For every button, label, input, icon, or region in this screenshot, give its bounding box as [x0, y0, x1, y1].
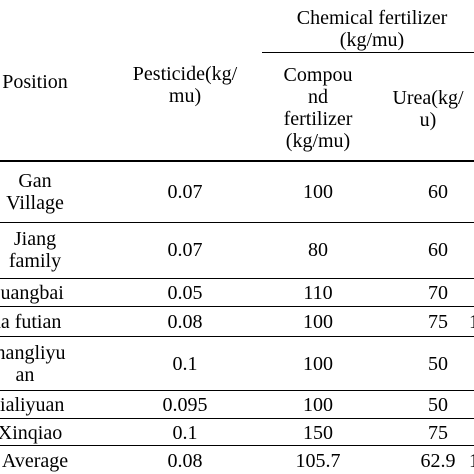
row-7-urea: 75: [396, 420, 474, 445]
row-8-urea: 62.9: [396, 448, 474, 474]
row-5-urea-value: 50: [428, 353, 448, 375]
header-position-label: Position: [2, 71, 68, 93]
row-7-pesticide: 0.1: [110, 420, 260, 445]
row-4-compound: 100: [262, 308, 374, 336]
row-2-urea: 60: [396, 224, 474, 276]
row-8-position: Average: [0, 448, 80, 474]
rule-header-bottom: [0, 160, 474, 162]
header-compound-line-3: fertilizer: [283, 108, 353, 130]
rule-under-chemical: [262, 52, 474, 53]
row-6-compound: 100: [262, 392, 374, 418]
header-urea-line-2: u): [419, 109, 437, 131]
row-3-position: Guangbai: [0, 280, 80, 306]
row-4-extra: 1: [462, 308, 474, 336]
row-3-pesticide: 0.05: [110, 280, 260, 306]
header-pesticide: Pesticide(kg/ mu): [110, 60, 260, 110]
row-5-compound-value: 100: [303, 353, 333, 375]
row-4-urea-value: 75: [428, 311, 448, 333]
row-1-urea-value: 60: [428, 181, 448, 203]
row-2-position-line-2: family: [8, 250, 62, 272]
header-compound-fertilizer: Compou nd fertilizer (kg/mu): [262, 58, 374, 158]
row-2-pesticide: 0.07: [110, 224, 260, 276]
rule-row-7: [0, 445, 474, 446]
row-1-urea: 60: [396, 164, 474, 220]
row-1-pesticide-value: 0.07: [167, 181, 203, 203]
row-5-position: Shangliyu an: [0, 338, 80, 390]
row-8-extra: 1: [462, 448, 474, 474]
row-2-position: Jiang family: [0, 224, 80, 276]
row-2-compound: 80: [262, 224, 374, 276]
row-8-extra-value: 1: [469, 450, 474, 472]
row-1-compound: 100: [262, 164, 374, 220]
row-7-urea-value: 75: [428, 421, 448, 444]
row-4-extra-value: 1: [469, 311, 474, 333]
row-4-compound-value: 100: [303, 311, 333, 333]
header-urea-line-1: Urea(kg/: [392, 87, 464, 109]
header-pesticide-line-1: Pesticide(kg/: [132, 63, 238, 85]
rule-row-2: [0, 278, 474, 279]
row-5-compound: 100: [262, 338, 374, 390]
row-1-compound-value: 100: [303, 181, 333, 203]
row-8-compound: 105.7: [262, 448, 374, 474]
row-7-position: Xinqiao: [0, 420, 80, 445]
row-6-pesticide: 0.095: [110, 392, 260, 418]
rule-row-1: [0, 222, 474, 223]
row-5-position-line-2: an: [15, 364, 35, 386]
row-2-position-line-1: Jiang: [13, 228, 57, 250]
row-1-position: Gan Village: [0, 164, 80, 220]
row-7-compound: 150: [262, 420, 374, 445]
rule-row-6: [0, 418, 474, 419]
row-4-position: Zha futian: [0, 308, 80, 336]
rule-row-3: [0, 306, 474, 307]
row-6-urea-value: 50: [428, 394, 448, 416]
row-8-position-line-1: Average: [1, 450, 69, 472]
row-7-pesticide-value: 0.1: [172, 421, 198, 444]
row-4-pesticide-value: 0.08: [167, 311, 203, 333]
header-compound-line-2: nd: [308, 86, 328, 108]
row-6-urea: 50: [396, 392, 474, 418]
header-chemical-fertilizer-line-2: (kg/mu): [339, 29, 405, 51]
row-3-urea: 70: [396, 280, 474, 306]
row-6-position: Dialiyuan: [0, 392, 80, 418]
row-6-pesticide-value: 0.095: [162, 394, 208, 416]
row-6-position-line-1: Dialiyuan: [0, 394, 65, 416]
header-position: Position: [0, 60, 90, 104]
row-8-pesticide: 0.08: [110, 448, 260, 474]
row-2-compound-value: 80: [308, 239, 328, 261]
row-3-urea-value: 70: [428, 282, 448, 304]
row-6-compound-value: 100: [303, 394, 333, 416]
row-2-pesticide-value: 0.07: [167, 239, 203, 261]
row-3-position-line-1: Guangbai: [0, 282, 64, 304]
header-chemical-fertilizer-line-1: Chemical fertilizer: [296, 7, 448, 29]
row-1-position-line-1: Gan: [18, 170, 52, 192]
row-1-pesticide: 0.07: [110, 164, 260, 220]
row-3-pesticide-value: 0.05: [167, 282, 203, 304]
header-urea: Urea(kg/ u): [376, 84, 474, 134]
header-compound-line-4: (kg/mu): [285, 130, 351, 152]
row-8-pesticide-value: 0.08: [167, 450, 203, 472]
row-3-compound: 110: [262, 280, 374, 306]
row-8-compound-value: 105.7: [295, 450, 341, 472]
row-4-urea: 75: [396, 308, 474, 336]
row-1-position-line-2: Village: [6, 192, 64, 214]
row-4-pesticide: 0.08: [110, 308, 260, 336]
row-7-compound-value: 150: [303, 421, 333, 444]
header-pesticide-line-2: mu): [168, 85, 202, 107]
rule-row-5: [0, 390, 474, 391]
rule-row-4: [0, 336, 474, 337]
row-4-position-line-1: Zha futian: [0, 311, 62, 333]
row-8-urea-value: 62.9: [420, 450, 456, 472]
header-compound-line-1: Compou: [283, 64, 353, 86]
row-3-compound-value: 110: [303, 282, 333, 304]
row-5-urea: 50: [396, 338, 474, 390]
row-5-pesticide-value: 0.1: [172, 353, 198, 375]
row-5-position-line-1: Shangliyu: [0, 342, 66, 364]
row-7-position-line-1: Xinqiao: [0, 421, 63, 444]
row-2-urea-value: 60: [428, 239, 448, 261]
row-5-pesticide: 0.1: [110, 338, 260, 390]
header-chemical-fertilizer: Chemical fertilizer (kg/mu): [262, 4, 474, 54]
